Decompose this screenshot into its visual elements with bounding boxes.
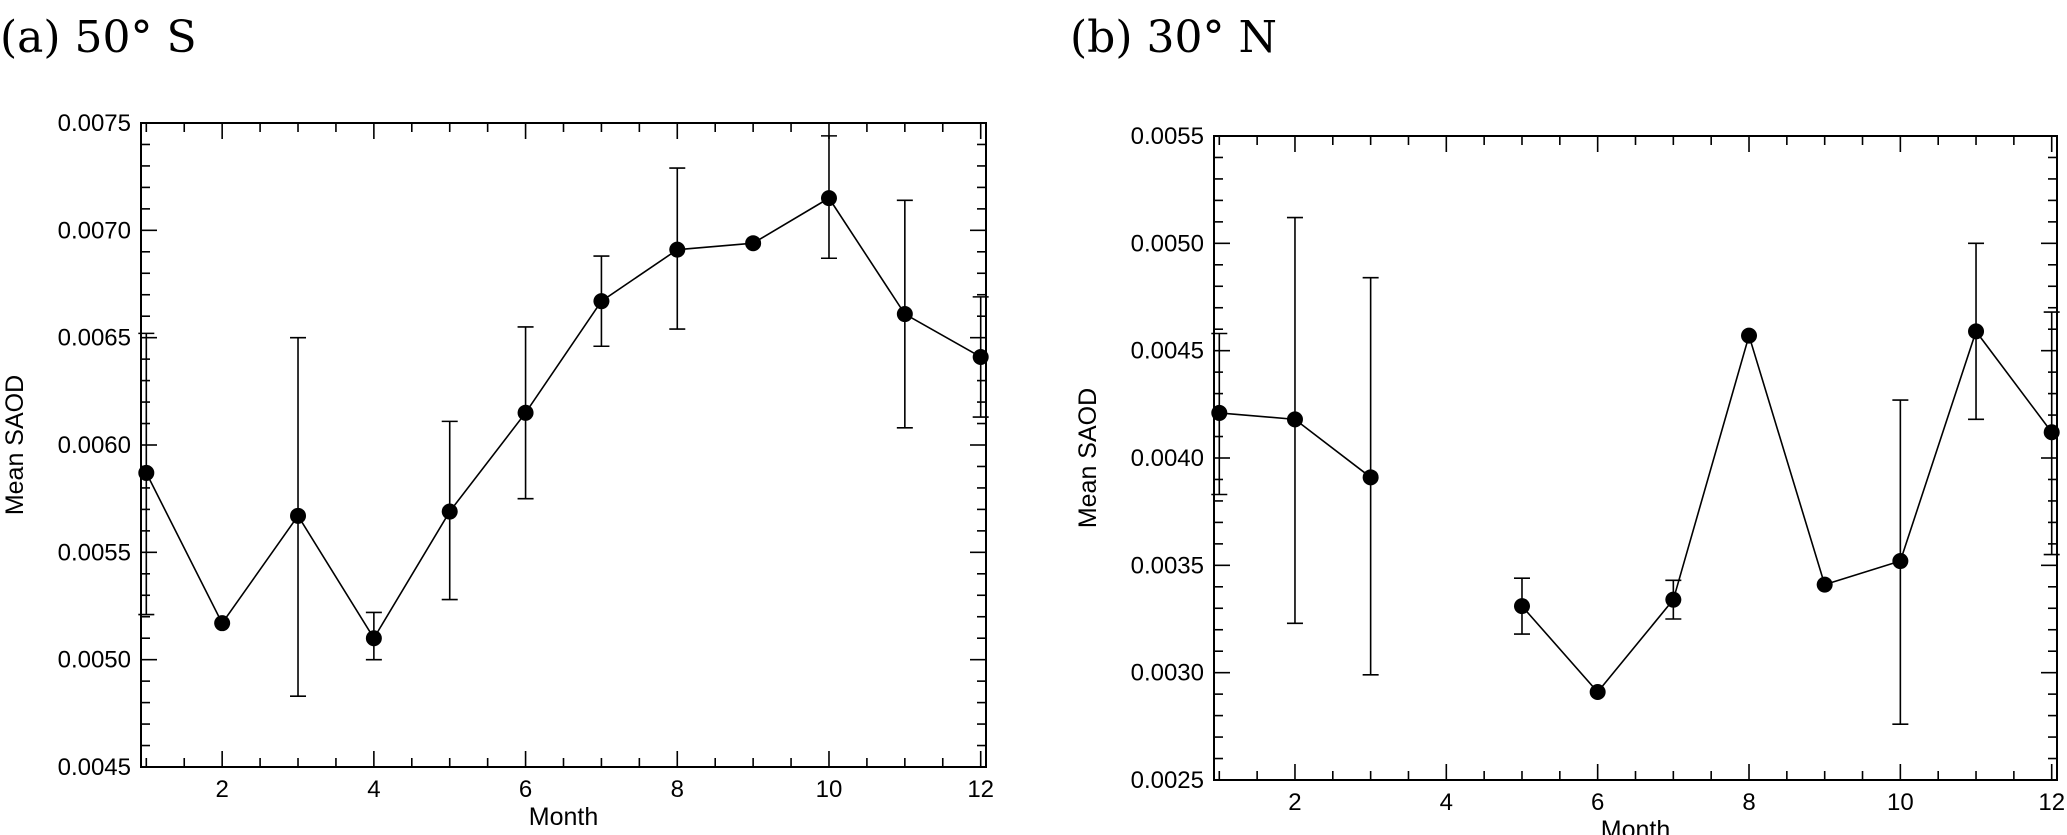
data-point	[441, 503, 458, 520]
y-tick-label: 0.0075	[58, 110, 131, 137]
x-tick-label: 10	[1887, 789, 1914, 816]
y-tick-label: 0.0025	[1131, 767, 1204, 794]
y-tick-label: 0.0055	[1131, 123, 1204, 150]
data-point	[365, 630, 382, 647]
y-tick-label: 0.0070	[58, 217, 131, 244]
data-point	[1589, 683, 1606, 700]
x-tick-label: 8	[671, 776, 684, 803]
x-tick-label: 12	[967, 776, 994, 803]
x-tick-label: 10	[816, 776, 843, 803]
data-point	[2043, 424, 2060, 441]
y-tick-label: 0.0050	[1131, 230, 1204, 257]
panel-b-title: (b) 30° N	[1070, 12, 1277, 63]
data-point	[820, 190, 837, 207]
data-point	[1741, 327, 1758, 344]
data-point	[896, 306, 913, 323]
data-point	[1513, 598, 1530, 615]
data-point	[1892, 553, 1909, 570]
data-point	[1968, 323, 1985, 340]
x-tick-label: 6	[519, 776, 532, 803]
plot-frame	[140, 122, 987, 768]
y-tick-label: 0.0045	[58, 754, 131, 781]
y-axis-label: Mean SAOD	[1, 375, 29, 515]
y-tick-label: 0.0055	[58, 539, 131, 566]
x-tick-label: 12	[2038, 789, 2065, 816]
x-axis-label: Month	[1601, 816, 1670, 835]
data-point	[517, 404, 534, 421]
x-tick-label: 4	[1440, 789, 1453, 816]
x-tick-label: 6	[1591, 789, 1604, 816]
x-tick-label: 4	[367, 776, 380, 803]
y-tick-label: 0.0045	[1131, 338, 1204, 365]
data-point	[593, 293, 610, 310]
data-point	[1286, 411, 1303, 428]
series-line	[1521, 329, 2053, 694]
data-point	[669, 241, 686, 258]
data-point	[1362, 469, 1379, 486]
series-line	[145, 197, 982, 640]
x-tick-label: 2	[1288, 789, 1301, 816]
x-tick-label: 2	[215, 776, 228, 803]
data-point	[290, 507, 307, 524]
data-point	[214, 615, 231, 632]
y-tick-label: 0.0030	[1131, 660, 1204, 687]
data-point	[138, 464, 155, 481]
y-tick-label: 0.0050	[58, 647, 131, 674]
data-point	[1816, 576, 1833, 593]
x-axis-label: Month	[529, 803, 598, 831]
x-tick-label: 8	[1742, 789, 1755, 816]
data-point	[745, 235, 762, 252]
plot-frame	[1213, 135, 2058, 781]
panel-a: 0.0045 0.0050 0.0055 0.0060 0.0065 0.0070 0.00…	[1, 110, 994, 831]
data-point	[972, 348, 989, 365]
y-tick-label: 0.0060	[58, 432, 131, 459]
panel-a-title: (a) 50° S	[0, 12, 197, 63]
y-axis-label: Mean SAOD	[1074, 388, 1102, 528]
data-point	[1211, 404, 1228, 421]
y-tick-label: 0.0040	[1131, 445, 1204, 472]
data-point	[1665, 591, 1682, 608]
panel-b: 0.0025 0.0030 0.0035 0.0040 0.0045 0.0050 0.00…	[1074, 123, 2065, 835]
y-tick-label: 0.0065	[58, 325, 131, 352]
y-tick-label: 0.0035	[1131, 552, 1204, 579]
